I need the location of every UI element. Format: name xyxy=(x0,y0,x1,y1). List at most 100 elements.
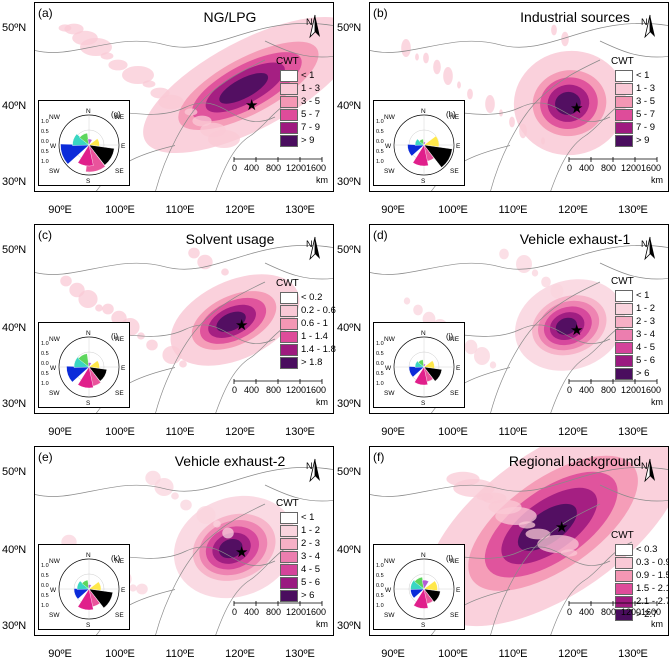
legend-label: 7 - 9 xyxy=(301,122,321,133)
legend-swatch xyxy=(280,305,298,317)
cwt-contour xyxy=(555,91,581,115)
boundary-line xyxy=(370,467,668,497)
legend-swatch xyxy=(280,357,298,369)
map-canvas: ★N xyxy=(35,14,333,191)
legend-label: < 1 xyxy=(636,70,650,81)
cwt-patch xyxy=(69,282,85,298)
legend-swatch xyxy=(615,596,633,608)
boundary-line xyxy=(155,59,266,191)
rose-radius-tick: 0.5 xyxy=(376,593,384,599)
cwt-patch xyxy=(413,304,423,316)
map-area: ★ N xyxy=(34,446,334,636)
legend-label: < 0.2 xyxy=(301,292,323,303)
rose-direction-label: E xyxy=(456,143,461,150)
longitude-label: 130ºE xyxy=(285,426,315,438)
rose-radius-tick: 0.5 xyxy=(376,129,384,135)
legend-swatch xyxy=(615,83,633,95)
cwt-patch xyxy=(108,59,128,71)
cwt-patch xyxy=(489,361,497,369)
legend-label: 5 - 7 xyxy=(636,109,656,120)
cwt-patch xyxy=(145,470,161,486)
longitude-label: 130ºE xyxy=(618,204,648,216)
rose-direction-label: S xyxy=(86,400,91,407)
cwt-patch xyxy=(516,255,532,273)
legend-swatch xyxy=(615,303,633,315)
longitude-label: 100ºE xyxy=(105,648,135,660)
svg-text:N: N xyxy=(306,461,313,471)
map-canvas: ★N xyxy=(370,447,668,635)
rose-radius-tick: 1.0 xyxy=(41,341,49,347)
scale-label: 0 xyxy=(567,607,573,617)
legend-label: 1 - 3 xyxy=(301,83,321,94)
cwt-patch xyxy=(474,347,490,365)
latitude-label: 40ºN xyxy=(337,100,362,112)
rose-direction-label: N xyxy=(86,108,91,115)
panel-title: Industrial sources xyxy=(520,9,630,25)
legend-swatch xyxy=(280,590,298,602)
latitude-label: 50ºN xyxy=(337,22,362,34)
rose-direction-label: N xyxy=(86,552,91,559)
scale-label: 400 xyxy=(244,607,260,617)
map-panel: 50ºN 40ºN 30ºN ★ N (e) Vehicle exhaust-2 CWT < 1… xyxy=(0,444,334,666)
legend-label: 3 - 5 xyxy=(301,96,321,107)
longitude-label: 100ºE xyxy=(105,204,135,216)
rose-radius-tick: 1.0 xyxy=(41,563,49,569)
wind-rose-inset: N NE E SE S SW W NW 1.0 0.5 0.0 0.5 1.0 (l) xyxy=(373,544,465,630)
cwt-patch xyxy=(415,53,419,61)
legend-label: 1 - 2 xyxy=(301,525,321,536)
rose-sector xyxy=(77,588,94,611)
svg-text:N: N xyxy=(641,461,648,471)
rose-radius-tick: 0.5 xyxy=(376,149,384,155)
legend-swatch xyxy=(280,135,298,147)
longitude-label: 100ºE xyxy=(438,648,468,660)
svg-text:N: N xyxy=(306,239,313,249)
rose-direction-label: NE xyxy=(450,558,460,565)
north-arrow-icon: N xyxy=(641,458,655,483)
map-area: ★ N xyxy=(34,2,334,192)
cwt-patch xyxy=(158,94,184,110)
rose-sector xyxy=(73,588,90,600)
longitude-label: 110ºE xyxy=(165,648,195,660)
rose-direction-label: NE xyxy=(450,336,460,343)
legend-swatch xyxy=(280,83,298,95)
scale-label: 800 xyxy=(601,607,617,617)
boundary-line xyxy=(550,319,633,413)
scale-label: 12001600 xyxy=(621,607,662,617)
svg-text:N: N xyxy=(306,17,313,27)
rose-radius-tick: 0.0 xyxy=(376,361,384,367)
legend-label: 3 - 4 xyxy=(636,329,656,340)
cwt-patch xyxy=(200,122,226,138)
longitude-label: 120ºE xyxy=(558,204,588,216)
scale-label: 0 xyxy=(232,163,238,173)
cwt-patch xyxy=(525,528,551,540)
latitude-label: 50ºN xyxy=(2,466,27,478)
legend-swatch xyxy=(280,551,298,563)
latitude-label: 30ºN xyxy=(337,620,362,632)
rose-direction-label: SW xyxy=(384,612,395,619)
legend-swatch xyxy=(280,122,298,134)
cwt-patch xyxy=(64,23,84,35)
legend-swatch xyxy=(615,109,633,121)
rose-direction-label: N xyxy=(421,330,426,337)
scale-unit: km xyxy=(651,619,663,629)
boundary-line xyxy=(155,281,266,413)
rose-sector xyxy=(81,579,90,590)
cwt-patch xyxy=(60,275,72,287)
legend-swatch xyxy=(280,525,298,537)
rose-sector xyxy=(88,588,113,609)
rose-direction-label: SE xyxy=(115,168,124,175)
cwt-patch xyxy=(146,339,158,351)
rose-direction-label: W xyxy=(50,365,57,372)
svg-text:N: N xyxy=(641,239,648,249)
rose-radius-tick: 0.5 xyxy=(41,371,49,377)
cwt-patch xyxy=(72,30,98,46)
cwt-field xyxy=(425,447,668,627)
cwt-patch xyxy=(488,499,522,515)
rose-sector xyxy=(423,366,443,382)
rose-direction-label: S xyxy=(421,622,426,629)
cwt-patch xyxy=(222,527,234,539)
rose-sector xyxy=(60,143,90,165)
legend-label: < 0.3 xyxy=(636,544,658,555)
legend-label: 2.1 - 2.7 xyxy=(636,596,669,607)
legend-swatch xyxy=(280,577,298,589)
